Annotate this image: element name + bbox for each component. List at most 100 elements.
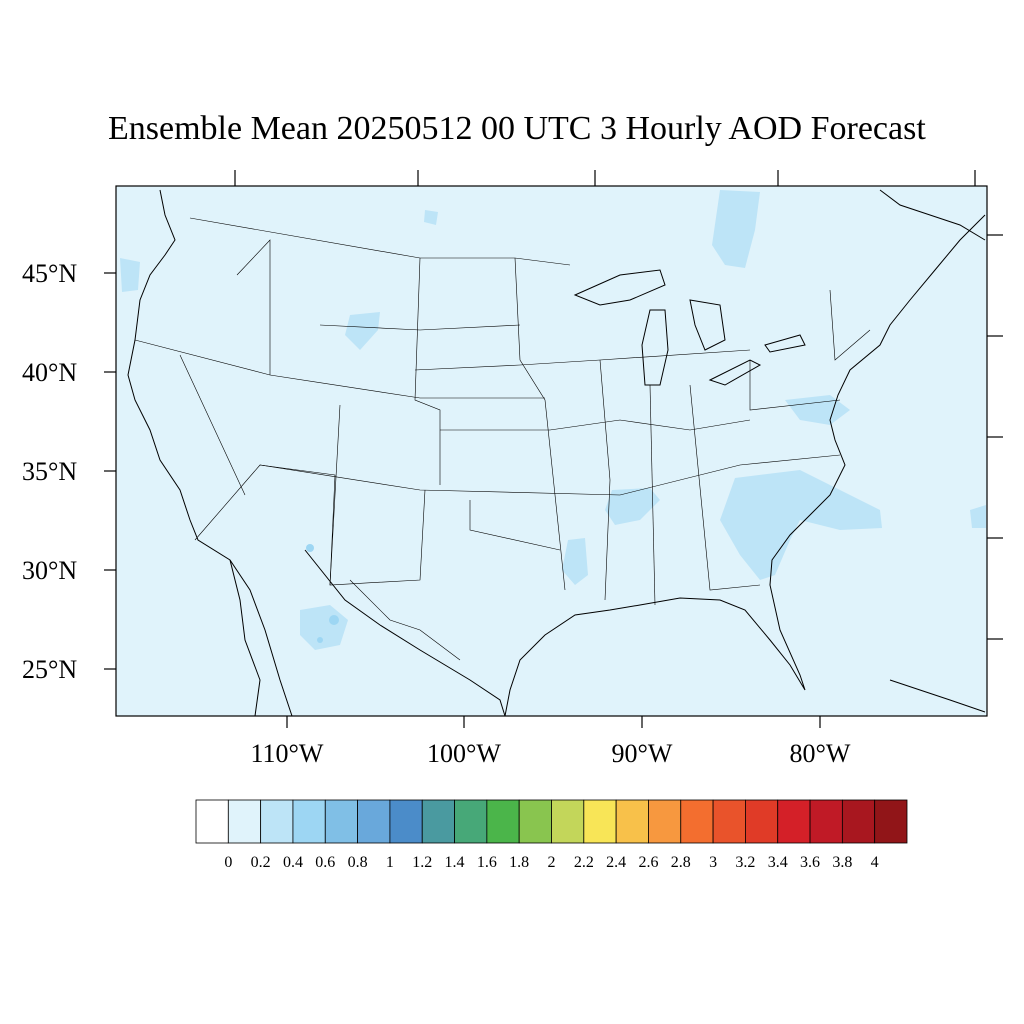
coastline-maritimes xyxy=(879,189,986,241)
aod-patch-north xyxy=(424,210,438,225)
great-lakes xyxy=(573,269,806,386)
colorbar-labels: 0 0.2 0.4 0.6 0.8 1 1.2 1.4 1.6 1.8 2 2.2 2.4 2.6 2.8 3… xyxy=(224,854,878,871)
boundary-mid-west xyxy=(514,257,566,591)
boundary-wyoming xyxy=(319,324,521,331)
boundary-ca-nv xyxy=(179,354,246,496)
lake-michigan xyxy=(641,309,669,386)
lat-label-25n: 25°N xyxy=(22,655,77,684)
aod-patch-tennessee xyxy=(605,488,660,525)
colorbar-swatch xyxy=(357,799,391,844)
colorbar-swatch xyxy=(615,799,649,844)
colorbar-tick-label: 3.6 xyxy=(800,854,820,871)
colorbar-swatch xyxy=(518,799,552,844)
boundary-rio-grande xyxy=(349,579,461,661)
lon-label-110w: 110°W xyxy=(251,739,324,768)
latitude-labels: 45°N 40°N 35°N 30°N 25°N xyxy=(22,259,77,684)
aod-patch-virginia xyxy=(785,395,850,425)
colorbar-swatch xyxy=(195,799,229,844)
boundary-nebraska xyxy=(414,349,751,371)
colorbar-swatch xyxy=(389,799,423,844)
boundary-kansas-kentucky xyxy=(440,419,751,431)
colorbar-swatch xyxy=(841,799,876,844)
colorbar-tick-label: 0.4 xyxy=(283,854,303,871)
map-background xyxy=(116,186,987,716)
boundary-oklahoma-texas xyxy=(469,500,561,551)
lon-label-100w: 100°W xyxy=(427,739,501,768)
colorbar-swatch xyxy=(712,799,746,844)
aod-patch-southeast xyxy=(720,470,882,580)
colorbar-tick-label: 2.2 xyxy=(574,854,594,871)
colorbar-swatch xyxy=(324,799,358,844)
lat-label-40n: 40°N xyxy=(22,358,77,387)
coastline-baja-gulf xyxy=(229,559,261,717)
aod-dot-mexico-2 xyxy=(317,637,323,643)
border-us-canada xyxy=(189,217,571,266)
boundary-penn xyxy=(749,360,841,411)
colorbar-tick-label: 3.8 xyxy=(832,854,852,871)
boundary-dakotas-kansas xyxy=(414,257,441,485)
boundary-colorado-nm xyxy=(329,404,426,586)
colorbar-tick-label: 1.6 xyxy=(477,854,497,871)
colorbar-swatch xyxy=(648,799,682,844)
lon-label-90w: 90°W xyxy=(612,739,673,768)
colorbar-tick-label: 0 xyxy=(224,854,232,871)
state-boundaries xyxy=(134,217,871,661)
lake-superior xyxy=(573,269,666,306)
map-frame xyxy=(115,185,988,717)
colorbar-swatch xyxy=(874,799,908,844)
boundary-georgia xyxy=(689,384,761,591)
aod-patch-louisiana xyxy=(562,538,588,585)
longitude-labels: 110°W 100°W 90°W 80°W xyxy=(251,739,851,768)
lat-label-45n: 45°N xyxy=(22,259,77,288)
colorbar-tick-label: 2.6 xyxy=(638,854,658,871)
aod-patch-atlantic xyxy=(970,505,986,528)
lake-ontario xyxy=(764,334,806,353)
aod-small-highs xyxy=(306,544,339,643)
colorbar-tick-label: 2 xyxy=(548,854,556,871)
colorbar-swatch xyxy=(486,799,520,844)
colorbar-tick-label: 1.4 xyxy=(445,854,465,871)
colorbar-tick-label: 3 xyxy=(709,854,717,871)
colorbar-swatch xyxy=(551,799,585,844)
boundary-mississippi xyxy=(599,359,611,601)
colorbar-tick-label: 3.4 xyxy=(768,854,788,871)
colorbar xyxy=(195,799,908,844)
aod-patch-canada xyxy=(712,190,760,268)
coastline-gulf-atlantic xyxy=(504,214,986,717)
lat-label-35n: 35°N xyxy=(22,457,77,486)
aod-dot-arizona xyxy=(306,544,314,552)
aod-patch-wyoming xyxy=(345,312,380,350)
coastline-pacific xyxy=(127,189,293,717)
colorbar-tick-label: 2.4 xyxy=(606,854,626,871)
boundary-idaho xyxy=(236,239,271,375)
colorbar-swatch xyxy=(680,799,714,844)
boundary-az-nm xyxy=(259,464,336,586)
colorbar-swatch xyxy=(583,799,617,844)
colorbar-swatch xyxy=(421,799,455,844)
colorbar-swatch xyxy=(292,799,326,844)
colorbar-tick-label: 4 xyxy=(871,854,879,871)
colorbar-tick-label: 0.6 xyxy=(315,854,335,871)
boundary-alabama xyxy=(649,384,656,606)
colorbar-tick-label: 3.2 xyxy=(735,854,755,871)
colorbar-tick-label: 1.8 xyxy=(509,854,529,871)
colorbar-tick-label: 1.2 xyxy=(412,854,432,871)
colorbar-swatch xyxy=(745,799,779,844)
axis-ticks xyxy=(104,170,1003,728)
colorbar-swatch xyxy=(260,799,294,844)
coastlines xyxy=(127,189,986,717)
aod-dot-mexico xyxy=(329,615,339,625)
colorbar-tick-label: 1 xyxy=(386,854,394,871)
lat-label-30n: 30°N xyxy=(22,556,77,585)
colorbar-tick-label: 0.2 xyxy=(251,854,271,871)
colorbar-swatch xyxy=(777,799,811,844)
colorbar-swatch xyxy=(454,799,488,844)
lon-label-80w: 80°W xyxy=(790,739,851,768)
colorbar-swatch xyxy=(227,799,262,844)
colorbar-tick-label: 0.8 xyxy=(348,854,368,871)
boundary-new-england xyxy=(829,289,871,361)
colorbar-tick-label: 2.8 xyxy=(671,854,691,871)
lake-huron xyxy=(689,299,726,351)
lake-erie xyxy=(708,359,762,386)
